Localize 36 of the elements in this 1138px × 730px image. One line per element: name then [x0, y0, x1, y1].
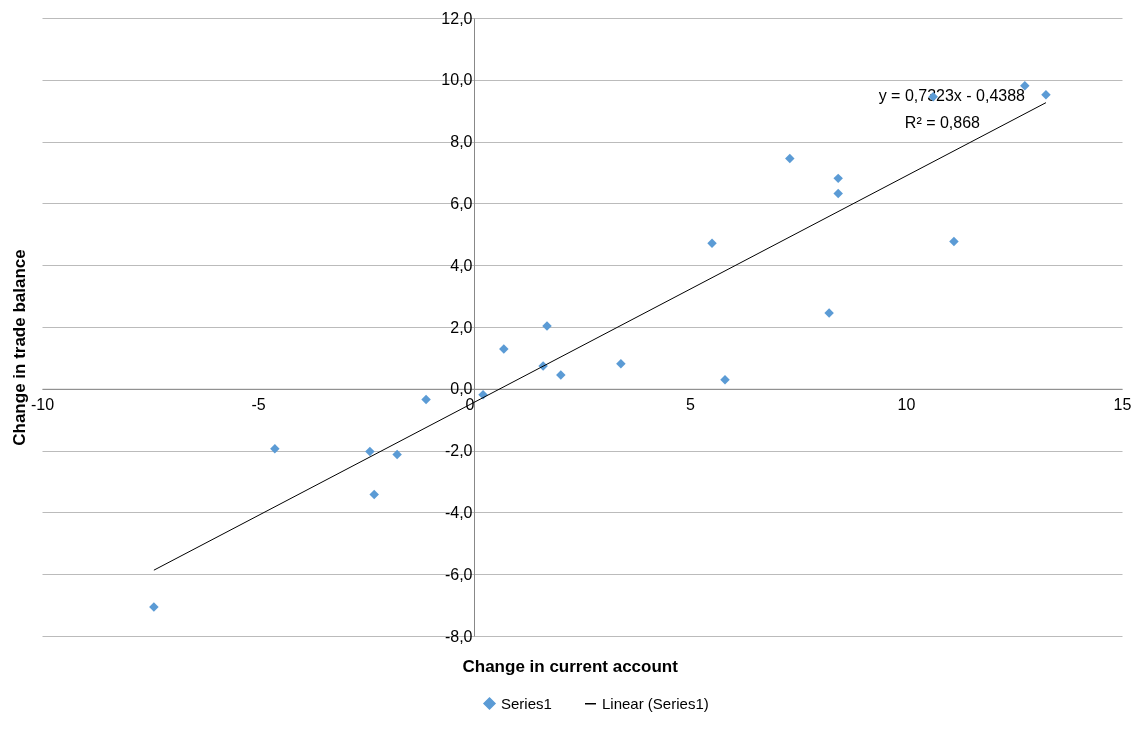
y-tick-label: -8,0	[444, 627, 473, 645]
point	[392, 449, 402, 460]
legend-label: Linear (Series1)	[602, 694, 709, 712]
point	[365, 446, 375, 457]
y-tick-label: 6,0	[450, 194, 473, 212]
point	[556, 370, 566, 380]
point	[785, 153, 795, 164]
point	[270, 444, 280, 454]
point	[1041, 89, 1051, 100]
y-tick-label: 8,0	[450, 133, 473, 151]
x-tick-label: 5	[686, 396, 696, 414]
y-axis-title: Change in trade balance	[9, 249, 29, 446]
annotation: R² = 0,868	[904, 114, 981, 131]
x-axis-title: Change in current account	[462, 656, 679, 676]
point	[499, 344, 509, 354]
point	[949, 236, 959, 247]
y-tick-label: -6,0	[444, 565, 473, 583]
point	[707, 238, 717, 248]
point	[833, 188, 843, 199]
point	[1020, 80, 1030, 91]
point	[616, 359, 626, 369]
x-tick-label: -5	[251, 396, 266, 414]
y-tick-label: -4,0	[444, 503, 473, 521]
y-tick-label: 4,0	[450, 256, 473, 274]
y-tick-label: -2,0	[444, 442, 473, 460]
x-tick-label: 10	[897, 396, 916, 414]
y-tick-label: 10,0	[441, 71, 473, 89]
point	[833, 173, 843, 184]
y-tick-label: 0,0	[450, 380, 473, 398]
point	[369, 489, 379, 500]
point	[421, 394, 431, 405]
y-tick-label: 2,0	[450, 318, 473, 336]
legend-label: Series1	[501, 694, 552, 712]
x-tick-label: -10	[30, 396, 55, 414]
x-tick-label: 15	[1113, 396, 1132, 414]
y-tick-label: 12,0	[441, 9, 473, 27]
